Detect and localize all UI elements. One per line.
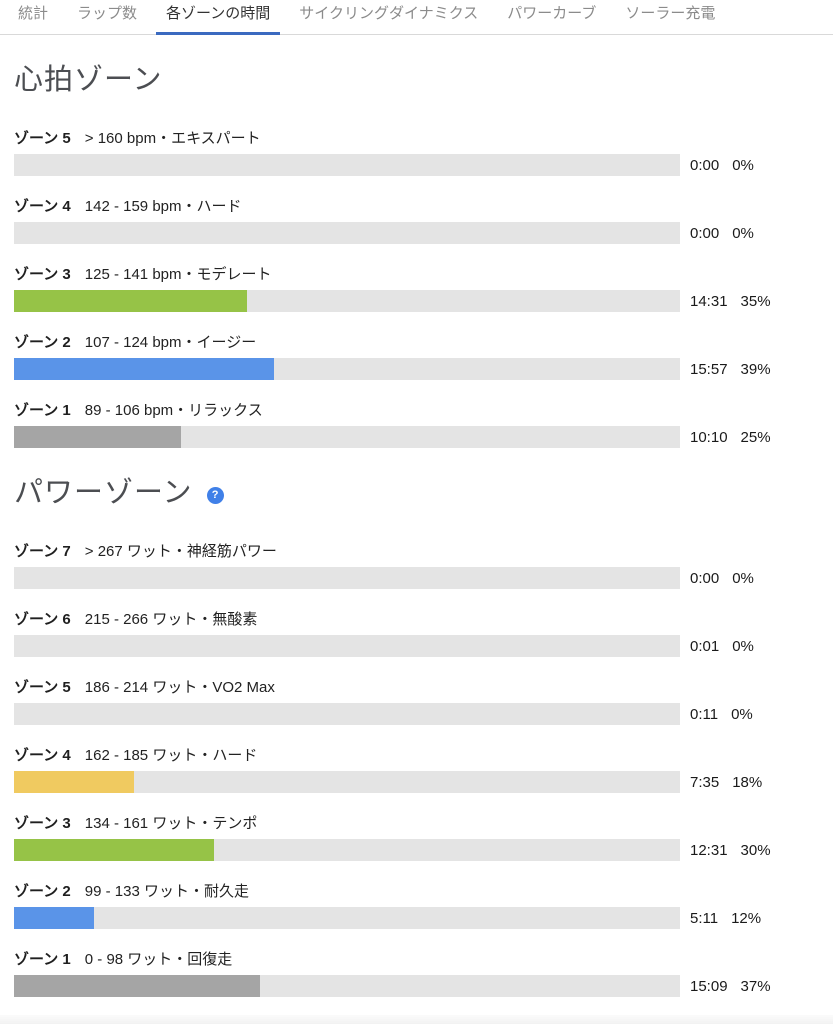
zone-time-value: 10:10	[690, 428, 728, 446]
zone-time-value: 0:01	[690, 637, 720, 655]
zone-time-value: 0:00	[690, 224, 720, 242]
zone-range-description: > 160 bpm・エキスパート	[84, 130, 261, 147]
zone-name: ゾーン 5	[14, 130, 71, 147]
zone-range-description: 134 - 161 ワット・テンポ	[84, 815, 258, 832]
power-zones-list: ゾーン 7 > 267 ワット・神経筋パワー 0:00 0% ゾーン 6 215 - …	[14, 542, 819, 997]
zone-time-value: 0:00	[690, 156, 720, 174]
zone-range-description: 125 - 141 bpm・モデレート	[84, 266, 272, 283]
zone-row: ゾーン 4 162 - 185 ワット・ハード 7:35 18%	[14, 746, 819, 793]
zone-row: ゾーン 3 125 - 141 bpm・モデレート 14:31 35%	[14, 265, 819, 312]
tab-laps[interactable]: ラップ数	[77, 5, 138, 22]
zone-percent-value: 39%	[740, 360, 771, 378]
zone-name: ゾーン 7	[14, 543, 71, 560]
zone-range-description: 99 - 133 ワット・耐久走	[84, 883, 249, 900]
tab-cycling-dynamics[interactable]: サイクリングダイナミクス	[299, 5, 479, 22]
time-in-zones-panel: 心拍ゾーン ゾーン 5 > 160 bpm・エキスパート 0:00 0% ゾーン 4…	[0, 60, 833, 997]
zone-row: ゾーン 7 > 267 ワット・神経筋パワー 0:00 0%	[14, 542, 819, 589]
zone-bar-track	[14, 290, 680, 312]
zone-row: ゾーン 4 142 - 159 bpm・ハード 0:00 0%	[14, 197, 819, 244]
zone-name: ゾーン 5	[14, 679, 71, 696]
zone-percent-value: 0%	[732, 637, 754, 655]
power-zones-title: パワーゾーン ?	[14, 473, 819, 513]
zone-time-value: 14:31	[690, 292, 728, 310]
zone-range-description: 162 - 185 ワット・ハード	[84, 747, 258, 764]
zone-range-description: 186 - 214 ワット・VO2 Max	[84, 679, 275, 696]
tab-time-in-zones[interactable]: 各ゾーンの時間	[156, 0, 281, 35]
zone-row: ゾーン 3 134 - 161 ワット・テンポ 12:31 30%	[14, 814, 819, 861]
zone-time-value: 12:31	[690, 841, 728, 859]
zone-time-value: 7:35	[690, 773, 720, 791]
next-section-shadow	[0, 1015, 833, 1024]
zone-bar-fill	[14, 907, 94, 929]
zone-range-description: 0 - 98 ワット・回復走	[84, 951, 233, 968]
zone-percent-value: 18%	[732, 773, 763, 791]
zone-range-description: 89 - 106 bpm・リラックス	[84, 402, 263, 419]
zone-percent-value: 30%	[740, 841, 771, 859]
zone-percent-value: 12%	[731, 909, 762, 927]
power-zones-title-text: パワーゾーン	[14, 477, 193, 509]
zone-bar-fill	[14, 358, 274, 380]
zone-bar-track	[14, 635, 680, 657]
zone-bar-fill	[14, 975, 261, 997]
zone-bar-track	[14, 222, 680, 244]
tab-statistics[interactable]: 統計	[18, 5, 49, 22]
zone-bar-track	[14, 771, 680, 793]
zone-name: ゾーン 1	[14, 951, 71, 968]
zone-name: ゾーン 3	[14, 815, 71, 832]
zone-percent-value: 0%	[731, 705, 753, 723]
zone-range-description: 142 - 159 bpm・ハード	[84, 198, 242, 215]
zone-bar-fill	[14, 290, 248, 312]
zone-bar-track	[14, 154, 680, 176]
zone-bar-fill	[14, 771, 134, 793]
zone-bar-track	[14, 567, 680, 589]
zone-time-value: 5:11	[690, 909, 719, 927]
zone-name: ゾーン 2	[14, 883, 71, 900]
heart-rate-zones-title-text: 心拍ゾーン	[14, 64, 163, 96]
zone-percent-value: 0%	[732, 156, 754, 174]
zone-bar-fill	[14, 839, 214, 861]
zone-bar-track	[14, 839, 680, 861]
zone-bar-track	[14, 358, 680, 380]
heart-rate-zones-title: 心拍ゾーン	[14, 60, 819, 100]
zone-range-description: 107 - 124 bpm・イージー	[84, 334, 257, 351]
zone-row: ゾーン 2 107 - 124 bpm・イージー 15:57 39%	[14, 333, 819, 380]
zone-row: ゾーン 1 89 - 106 bpm・リラックス 10:10 25%	[14, 401, 819, 448]
zone-row: ゾーン 5 186 - 214 ワット・VO2 Max 0:11 0%	[14, 678, 819, 725]
zone-range-description: > 267 ワット・神経筋パワー	[84, 543, 277, 560]
zone-name: ゾーン 4	[14, 747, 71, 764]
zone-name: ゾーン 2	[14, 334, 71, 351]
zone-name: ゾーン 4	[14, 198, 71, 215]
zone-bar-track	[14, 703, 680, 725]
tab-solar-charge[interactable]: ソーラー充電	[625, 5, 716, 22]
zone-time-value: 0:11	[690, 705, 719, 723]
zone-bar-fill	[14, 426, 181, 448]
zone-percent-value: 37%	[740, 977, 771, 995]
tab-bar: 統計 ラップ数 各ゾーンの時間 サイクリングダイナミクス パワーカーブ ソーラー充電	[0, 0, 833, 35]
zone-range-description: 215 - 266 ワット・無酸素	[84, 611, 258, 628]
zone-time-value: 15:57	[690, 360, 728, 378]
zone-time-value: 0:00	[690, 569, 720, 587]
zone-row: ゾーン 5 > 160 bpm・エキスパート 0:00 0%	[14, 129, 819, 176]
zone-percent-value: 25%	[740, 428, 771, 446]
zone-name: ゾーン 3	[14, 266, 71, 283]
zone-bar-track	[14, 907, 680, 929]
zone-percent-value: 0%	[732, 569, 754, 587]
zone-time-value: 15:09	[690, 977, 728, 995]
zone-bar-track	[14, 426, 680, 448]
help-icon[interactable]: ?	[206, 486, 224, 504]
zone-name: ゾーン 1	[14, 402, 71, 419]
zone-percent-value: 0%	[732, 224, 754, 242]
zone-row: ゾーン 6 215 - 266 ワット・無酸素 0:01 0%	[14, 610, 819, 657]
zone-row: ゾーン 1 0 - 98 ワット・回復走 15:09 37%	[14, 950, 819, 997]
zone-percent-value: 35%	[740, 292, 771, 310]
heart-rate-zones-list: ゾーン 5 > 160 bpm・エキスパート 0:00 0% ゾーン 4 142 - …	[14, 129, 819, 448]
tab-power-curve[interactable]: パワーカーブ	[507, 5, 597, 22]
zone-name: ゾーン 6	[14, 611, 71, 628]
zone-bar-track	[14, 975, 680, 997]
zone-row: ゾーン 2 99 - 133 ワット・耐久走 5:11 12%	[14, 882, 819, 929]
